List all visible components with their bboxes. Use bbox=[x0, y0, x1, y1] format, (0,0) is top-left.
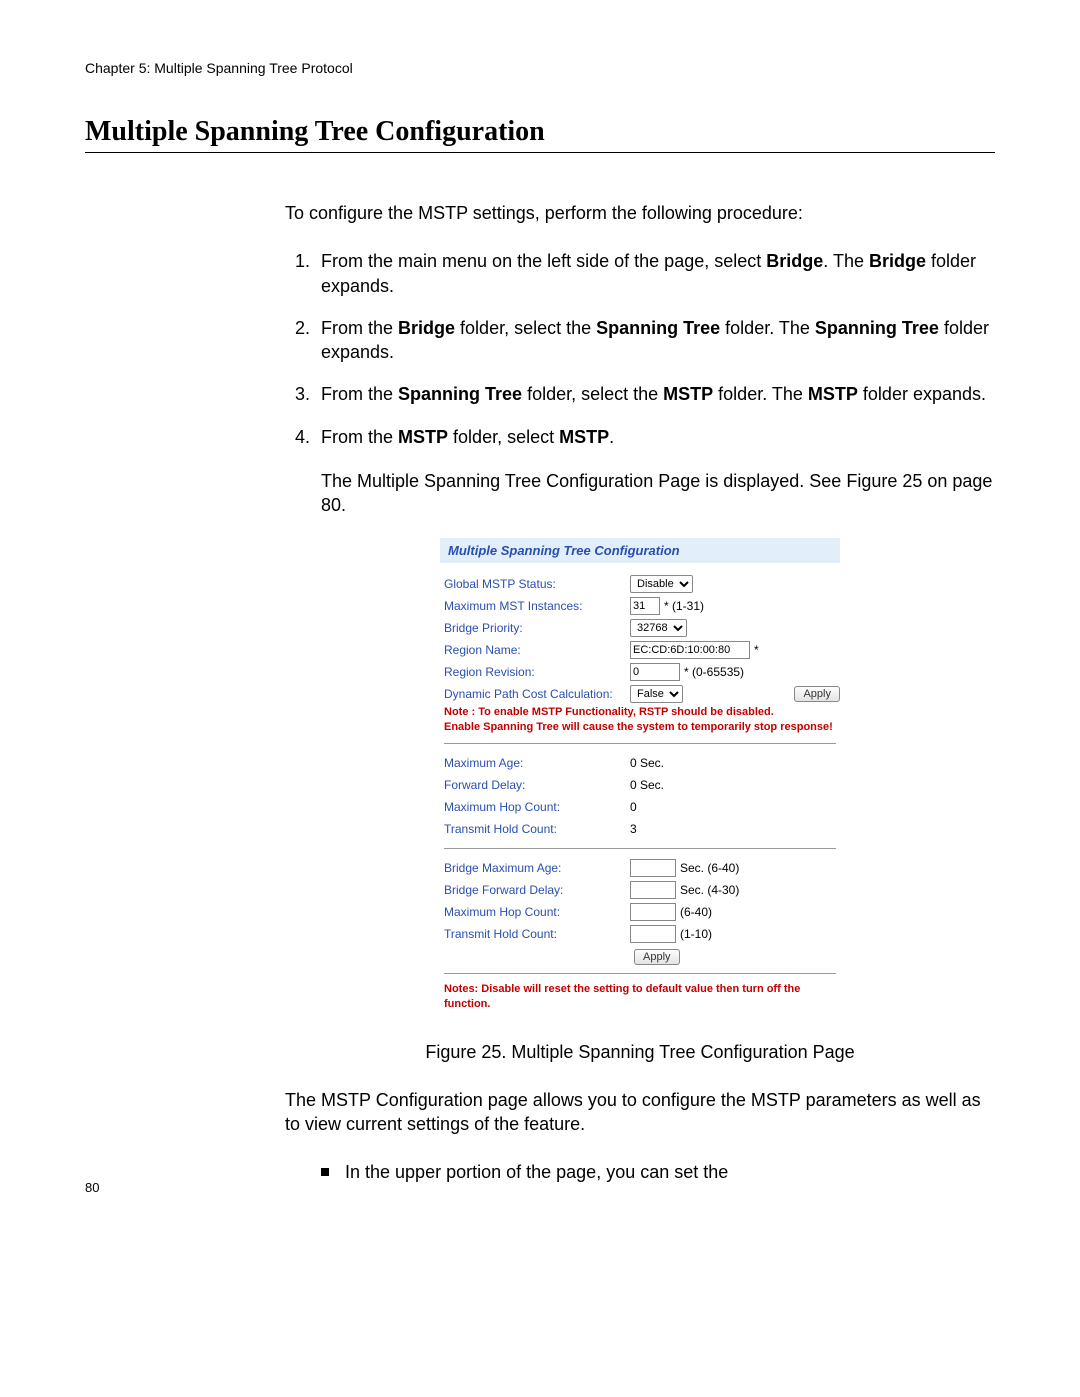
step-text: folder. The bbox=[713, 384, 808, 404]
region-revision-input[interactable] bbox=[630, 663, 680, 681]
max-mst-instances-input[interactable] bbox=[630, 597, 660, 615]
step-text: folder. The bbox=[720, 318, 815, 338]
label-max-hop-count-2: Maximum Hop Count: bbox=[440, 904, 630, 920]
value-forward-delay: 0 Sec. bbox=[630, 777, 664, 793]
hint-max-mst-instances: * (1-31) bbox=[664, 598, 704, 614]
label-region-revision: Region Revision: bbox=[440, 664, 630, 680]
label-max-hop-count: Maximum Hop Count: bbox=[440, 799, 630, 815]
step-bold: Spanning Tree bbox=[596, 318, 720, 338]
step-text: . bbox=[609, 427, 614, 447]
step-bold: MSTP bbox=[559, 427, 609, 447]
bullet-text: In the upper portion of the page, you ca… bbox=[345, 1160, 728, 1184]
step-text: From the bbox=[321, 318, 398, 338]
bridge-maximum-age-input[interactable] bbox=[630, 859, 676, 877]
apply-button-bottom[interactable]: Apply bbox=[634, 949, 680, 965]
after-steps-paragraph: The Multiple Spanning Tree Configuration… bbox=[321, 469, 995, 518]
label-max-mst-instances: Maximum MST Instances: bbox=[440, 598, 630, 614]
hint-bridge-forward-delay: Sec. (4-30) bbox=[680, 882, 739, 898]
step-bold: Spanning Tree bbox=[398, 384, 522, 404]
note-rstp-disabled: Note : To enable MSTP Functionality, RST… bbox=[440, 705, 840, 720]
label-region-name: Region Name: bbox=[440, 642, 630, 658]
step-bold: Bridge bbox=[869, 251, 926, 271]
after-figure-paragraph: The MSTP Configuration page allows you t… bbox=[285, 1088, 995, 1137]
max-hop-count-input[interactable] bbox=[630, 903, 676, 921]
step-bold: Bridge bbox=[398, 318, 455, 338]
hint-bridge-maximum-age: Sec. (6-40) bbox=[680, 860, 739, 876]
step-bold: Spanning Tree bbox=[815, 318, 939, 338]
bullet-item: In the upper portion of the page, you ca… bbox=[285, 1160, 995, 1184]
step-text: folder, select the bbox=[455, 318, 596, 338]
asterisk: * bbox=[754, 642, 759, 658]
dynamic-path-cost-select[interactable]: False bbox=[630, 685, 683, 703]
procedure-steps: From the main menu on the left side of t… bbox=[285, 249, 995, 449]
step-text: folder, select the bbox=[522, 384, 663, 404]
step-bold: MSTP bbox=[808, 384, 858, 404]
chapter-header: Chapter 5: Multiple Spanning Tree Protoc… bbox=[85, 60, 995, 76]
note-disable-reset: Notes: Disable will reset the setting to… bbox=[440, 982, 840, 1012]
global-mstp-status-select[interactable]: Disable bbox=[630, 575, 693, 593]
step-text: . The bbox=[823, 251, 869, 271]
region-name-input[interactable] bbox=[630, 641, 750, 659]
label-dynamic-path-cost: Dynamic Path Cost Calculation: bbox=[440, 686, 630, 702]
page-number: 80 bbox=[85, 1180, 99, 1195]
step-text: From the bbox=[321, 427, 398, 447]
hint-transmit-hold-count: (1-10) bbox=[680, 926, 712, 942]
label-transmit-hold-count-2: Transmit Hold Count: bbox=[440, 926, 630, 942]
step-1: From the main menu on the left side of t… bbox=[315, 249, 995, 298]
step-bold: MSTP bbox=[398, 427, 448, 447]
step-bold: MSTP bbox=[663, 384, 713, 404]
step-text: From the bbox=[321, 384, 398, 404]
label-bridge-priority: Bridge Priority: bbox=[440, 620, 630, 636]
mstp-config-panel: Multiple Spanning Tree Configuration Glo… bbox=[440, 538, 840, 1012]
square-bullet-icon bbox=[321, 1168, 329, 1176]
label-bridge-forward-delay: Bridge Forward Delay: bbox=[440, 882, 630, 898]
step-2: From the Bridge folder, select the Spann… bbox=[315, 316, 995, 365]
step-text: folder expands. bbox=[858, 384, 986, 404]
separator bbox=[444, 848, 836, 849]
value-maximum-age: 0 Sec. bbox=[630, 755, 664, 771]
step-text: From the main menu on the left side of t… bbox=[321, 251, 766, 271]
bridge-forward-delay-input[interactable] bbox=[630, 881, 676, 899]
panel-banner: Multiple Spanning Tree Configuration bbox=[440, 538, 840, 564]
label-maximum-age: Maximum Age: bbox=[440, 755, 630, 771]
step-4: From the MSTP folder, select MSTP. bbox=[315, 425, 995, 449]
step-bold: Bridge bbox=[766, 251, 823, 271]
transmit-hold-count-input[interactable] bbox=[630, 925, 676, 943]
bridge-priority-select[interactable]: 32768 bbox=[630, 619, 687, 637]
label-transmit-hold-count: Transmit Hold Count: bbox=[440, 821, 630, 837]
label-bridge-maximum-age: Bridge Maximum Age: bbox=[440, 860, 630, 876]
apply-button-top[interactable]: Apply bbox=[794, 686, 840, 702]
value-max-hop-count: 0 bbox=[630, 799, 637, 815]
figure-caption: Figure 25. Multiple Spanning Tree Config… bbox=[285, 1040, 995, 1064]
intro-paragraph: To configure the MSTP settings, perform … bbox=[285, 201, 995, 225]
value-transmit-hold-count: 3 bbox=[630, 821, 637, 837]
section-title: Multiple Spanning Tree Configuration bbox=[85, 116, 995, 153]
label-global-mstp-status: Global MSTP Status: bbox=[440, 576, 630, 592]
hint-max-hop-count: (6-40) bbox=[680, 904, 712, 920]
label-forward-delay: Forward Delay: bbox=[440, 777, 630, 793]
separator bbox=[444, 743, 836, 744]
step-text: folder, select bbox=[448, 427, 559, 447]
hint-region-revision: * (0-65535) bbox=[684, 664, 744, 680]
step-3: From the Spanning Tree folder, select th… bbox=[315, 382, 995, 406]
separator bbox=[444, 973, 836, 974]
note-stop-response: Enable Spanning Tree will cause the syst… bbox=[440, 720, 840, 735]
